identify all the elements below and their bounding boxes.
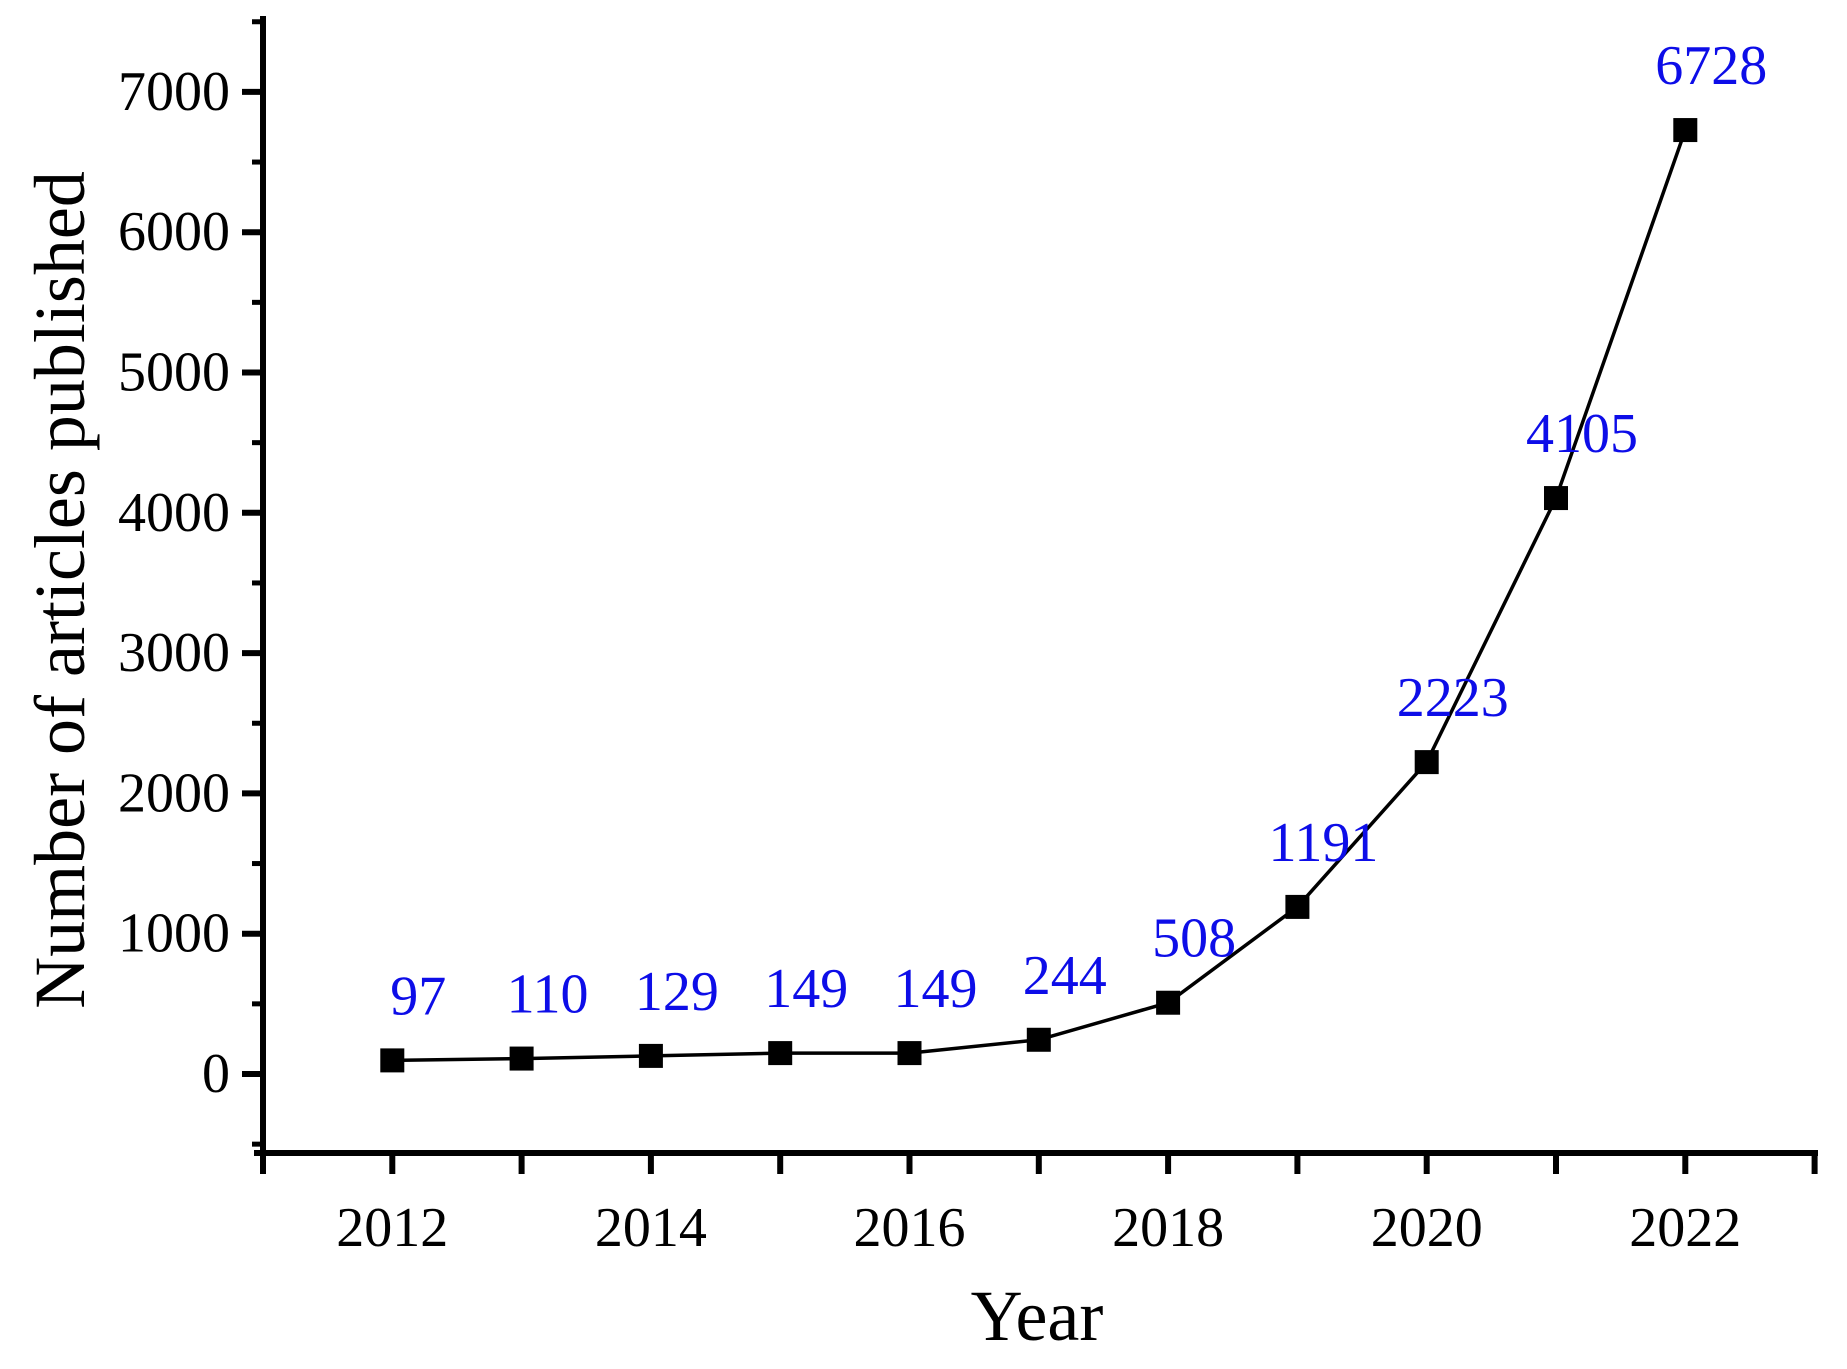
data-point-label: 4105 bbox=[1526, 403, 1638, 465]
y-tick-label: 1000 bbox=[118, 903, 230, 965]
y-tick-label: 7000 bbox=[118, 61, 230, 123]
data-point-marker bbox=[1026, 1027, 1051, 1052]
y-tick-label: 4000 bbox=[118, 482, 230, 544]
data-point-label: 97 bbox=[390, 965, 446, 1027]
data-point-label: 149 bbox=[764, 958, 848, 1020]
data-point-label: 2223 bbox=[1397, 667, 1509, 729]
data-point-marker bbox=[897, 1041, 922, 1066]
y-tick-label: 6000 bbox=[118, 201, 230, 263]
data-point-marker bbox=[380, 1048, 405, 1073]
data-point-marker bbox=[509, 1046, 534, 1071]
x-tick-label: 2014 bbox=[595, 1197, 707, 1259]
data-point-label: 129 bbox=[635, 961, 719, 1023]
x-tick-label: 2018 bbox=[1112, 1197, 1224, 1259]
x-axis-title: Year bbox=[971, 1276, 1104, 1356]
data-point-marker bbox=[638, 1043, 663, 1068]
data-point-marker bbox=[1544, 486, 1568, 511]
data-point-marker bbox=[768, 1041, 793, 1066]
y-tick-label: 0 bbox=[202, 1043, 230, 1105]
x-tick-label: 2016 bbox=[854, 1197, 966, 1259]
y-axis-title: Number of articles published bbox=[20, 171, 100, 1009]
data-point-marker bbox=[1673, 118, 1698, 143]
x-tick-label: 2020 bbox=[1371, 1197, 1483, 1259]
y-tick-label: 2000 bbox=[118, 762, 230, 824]
data-point-label: 1191 bbox=[1268, 812, 1378, 874]
data-point-label: 6728 bbox=[1655, 35, 1767, 97]
data-point-label: 508 bbox=[1152, 908, 1236, 970]
data-point-marker bbox=[1414, 750, 1439, 775]
data-point-label: 149 bbox=[894, 958, 978, 1020]
data-point-marker bbox=[1156, 990, 1181, 1015]
x-tick-label: 2022 bbox=[1629, 1197, 1741, 1259]
y-tick-label: 3000 bbox=[118, 622, 230, 684]
data-point-label: 244 bbox=[1023, 945, 1107, 1007]
x-tick-label: 2012 bbox=[336, 1197, 448, 1259]
y-tick-label: 5000 bbox=[118, 342, 230, 404]
data-point-marker bbox=[1285, 894, 1310, 919]
data-point-label: 110 bbox=[507, 964, 589, 1026]
